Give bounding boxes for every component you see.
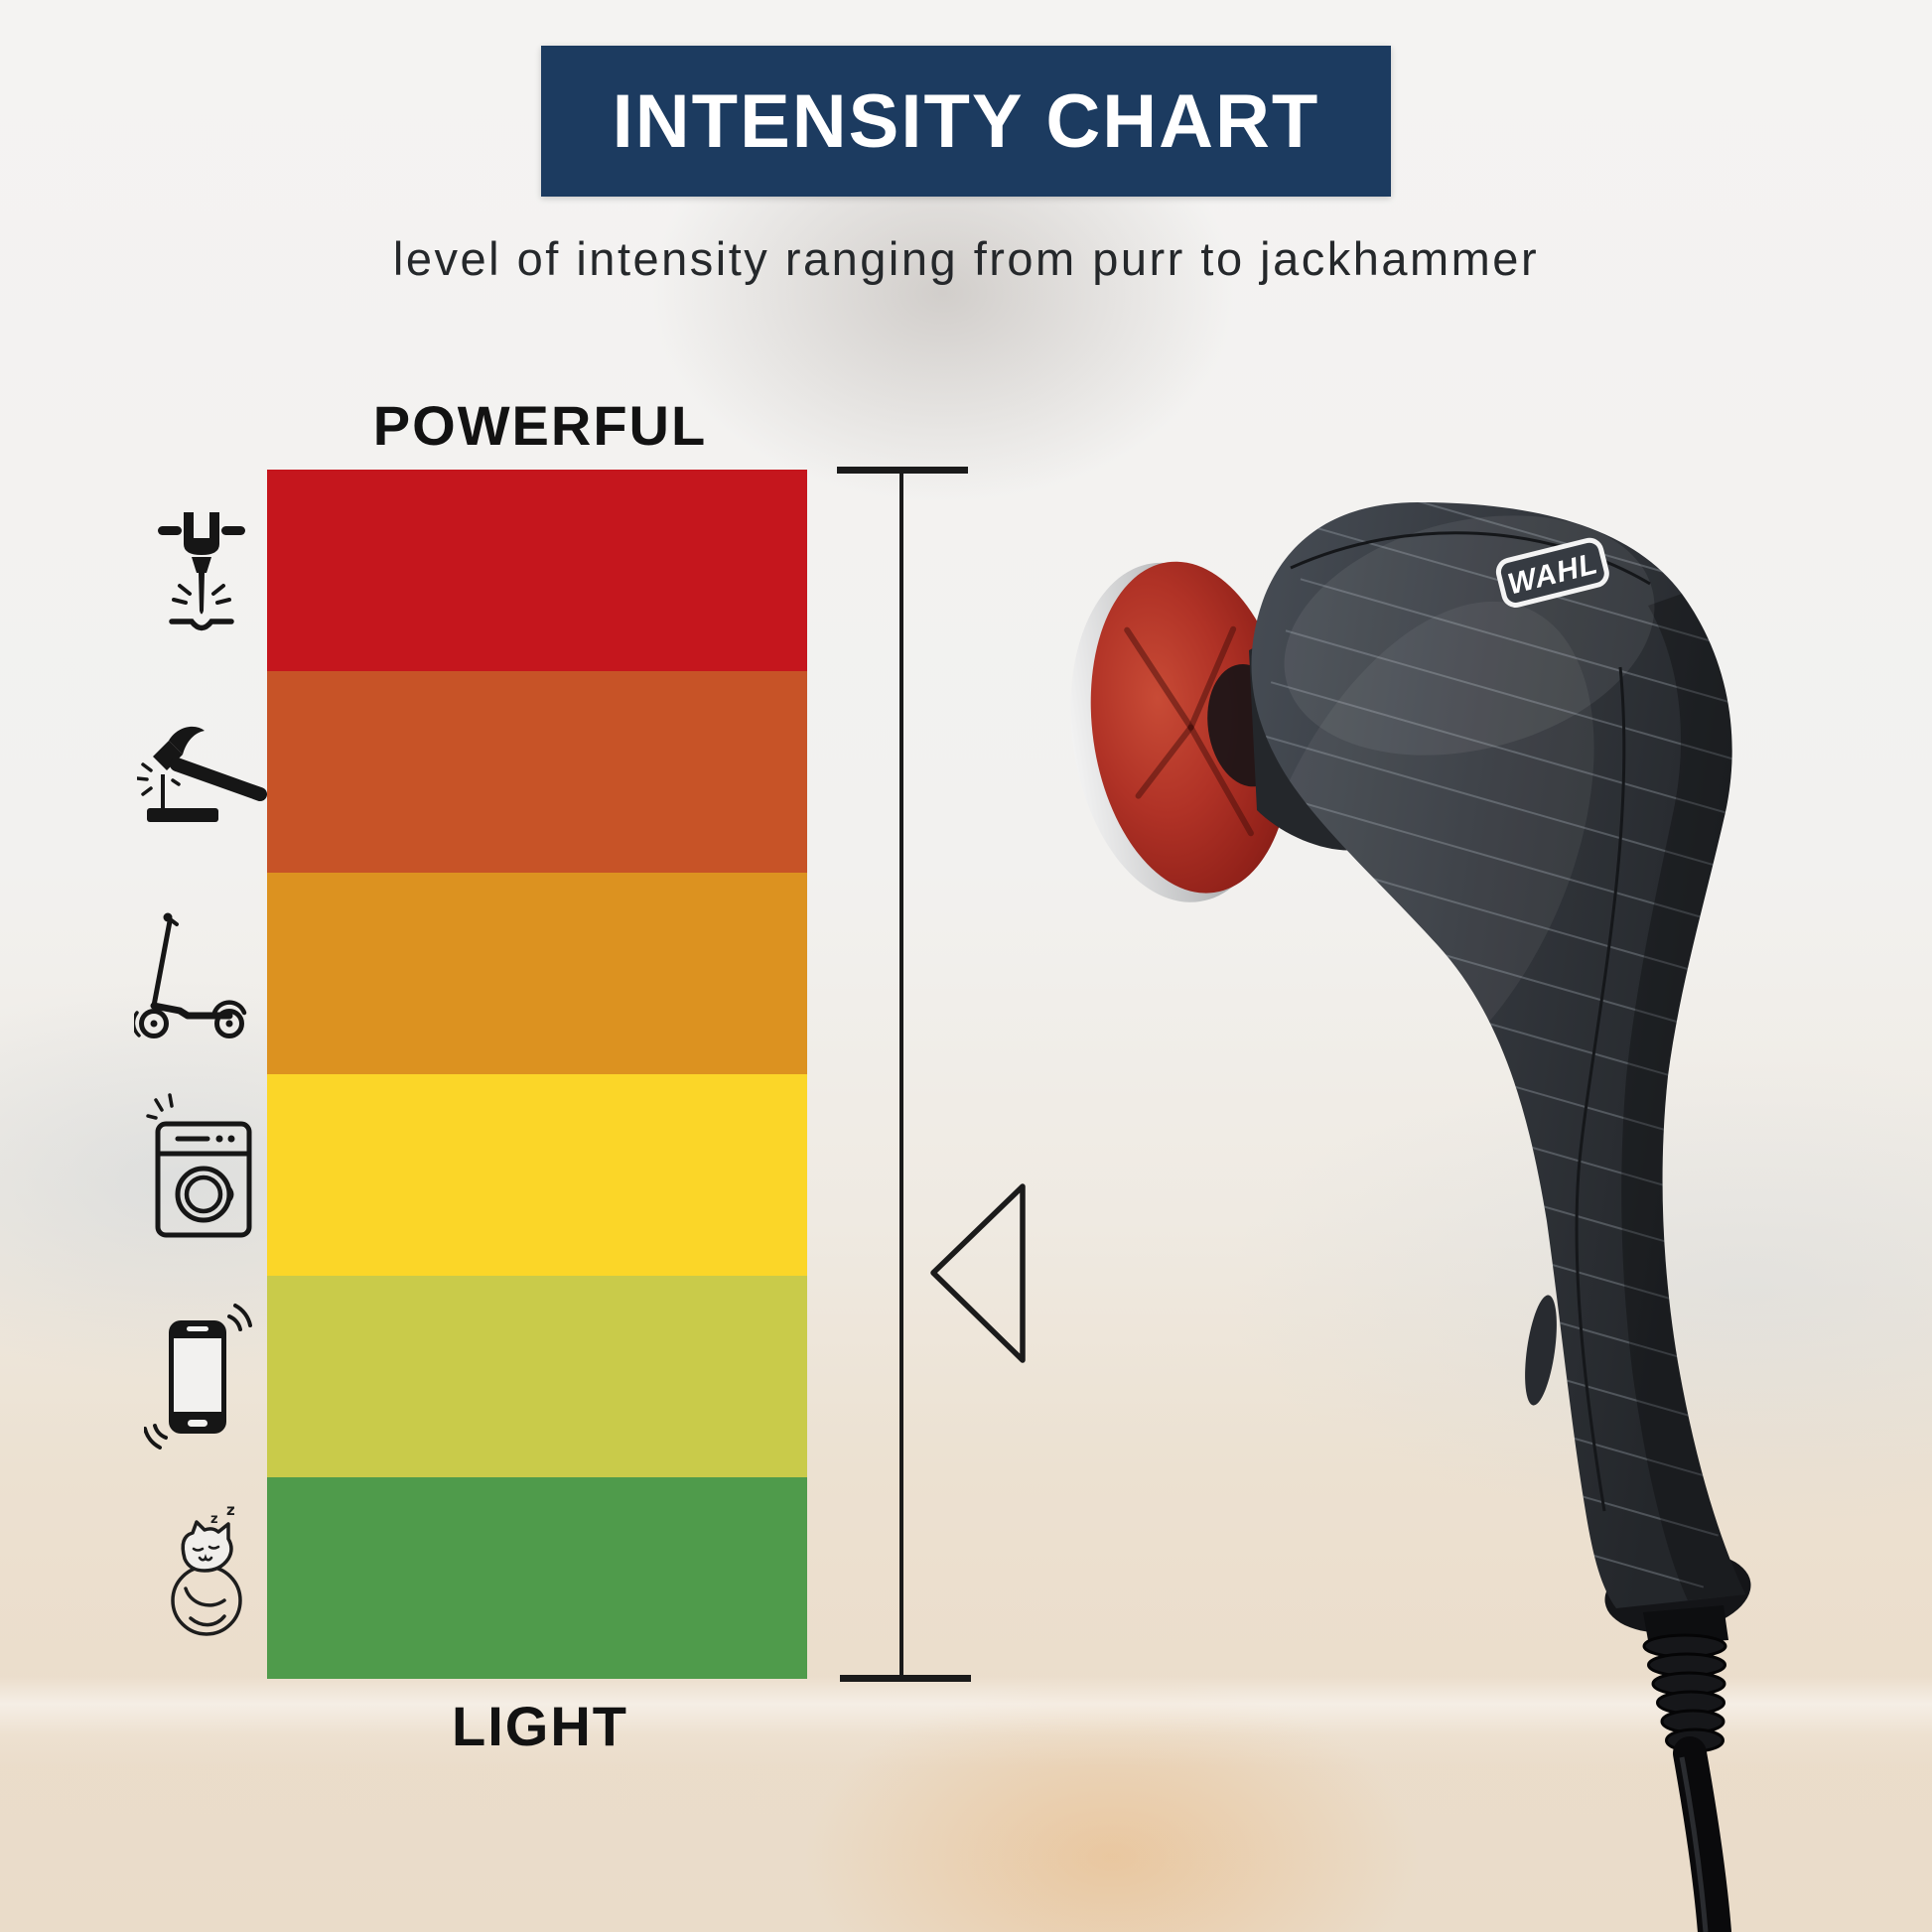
scale-bottom-label: LIGHT <box>452 1695 628 1757</box>
sleeping-cat-icon: z z z <box>157 1497 256 1646</box>
scale-line-bottom-cap <box>840 1675 971 1682</box>
intensity-segment-phone <box>267 1276 807 1477</box>
subtitle-text: level of intensity ranging from purr to … <box>392 232 1540 285</box>
intensity-pointer-triangle <box>930 1183 1026 1363</box>
washing-machine-icon <box>146 1092 255 1241</box>
intensity-bar <box>267 470 807 1679</box>
scale-top-label: POWERFUL <box>372 394 708 457</box>
sleep-z-1: z <box>210 1512 218 1527</box>
intensity-segment-hammering <box>267 671 807 873</box>
hammer-icon <box>137 721 276 830</box>
scale-line-top-cap <box>837 467 968 474</box>
massager-body <box>1251 502 1751 1633</box>
page-title: INTENSITY CHART <box>612 78 1320 164</box>
scale-line <box>899 469 903 1680</box>
intensity-segment-scooter <box>267 873 807 1074</box>
power-cord <box>1642 1605 1731 1932</box>
kick-scooter-icon <box>134 908 268 1042</box>
intensity-segment-jackhammer <box>267 470 807 671</box>
intensity-segment-washing-machine <box>267 1074 807 1276</box>
intensity-segment-cat <box>267 1477 807 1679</box>
sleep-z-2: z <box>226 1501 235 1519</box>
vibrating-phone-icon <box>144 1291 253 1449</box>
title-banner: INTENSITY CHART <box>541 46 1391 197</box>
jackhammer-icon <box>152 504 251 637</box>
